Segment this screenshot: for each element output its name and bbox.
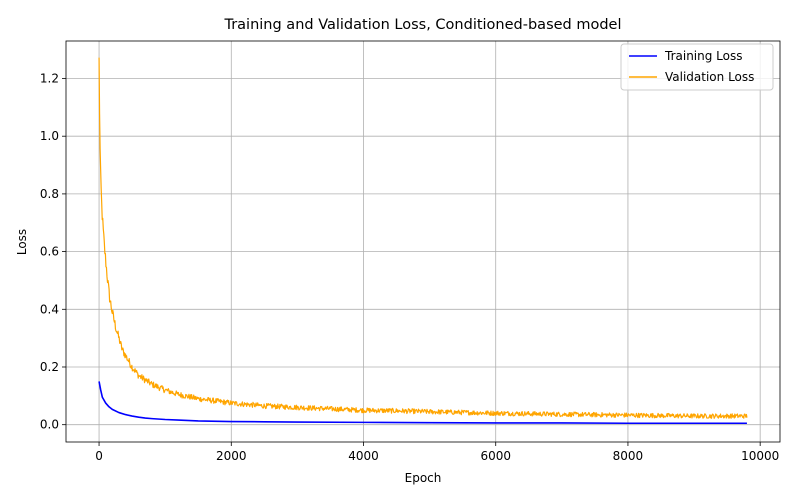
y-tick-label: 0.2 [40,360,59,374]
y-tick-label: 1.0 [40,129,59,143]
y-tick-label: 0.6 [40,245,59,259]
chart-title: Training and Validation Loss, Conditione… [223,17,621,33]
grid [66,41,780,442]
x-axis: 0 2000 4000 6000 8000 10000 [95,442,779,463]
x-tick-label: 0 [95,449,103,463]
legend-box [620,43,774,91]
legend: Training Loss Validation Loss [620,43,774,91]
legend-label: Training Loss [664,49,742,63]
x-tick-label: 10000 [741,449,779,463]
series-line-training-loss [98,381,747,425]
x-tick-label: 8000 [613,449,644,463]
plot-lines [98,57,748,425]
x-tick-label: 6000 [480,449,511,463]
legend-label: Validation Loss [665,70,754,84]
y-axis: 0.0 0.2 0.4 0.6 0.8 1.0 1.2 [40,72,66,432]
plot-frame [65,40,781,443]
y-tick-label: 1.2 [40,72,59,86]
x-tick-label: 4000 [348,449,379,463]
x-tick-label: 2000 [216,449,247,463]
x-axis-label: Epoch [405,471,442,485]
y-tick-label: 0.0 [40,418,59,432]
y-tick-label: 0.4 [40,302,59,316]
y-axis-label: Loss [15,229,29,255]
y-tick-label: 0.8 [40,187,59,201]
series-line-validation-loss [98,57,748,419]
